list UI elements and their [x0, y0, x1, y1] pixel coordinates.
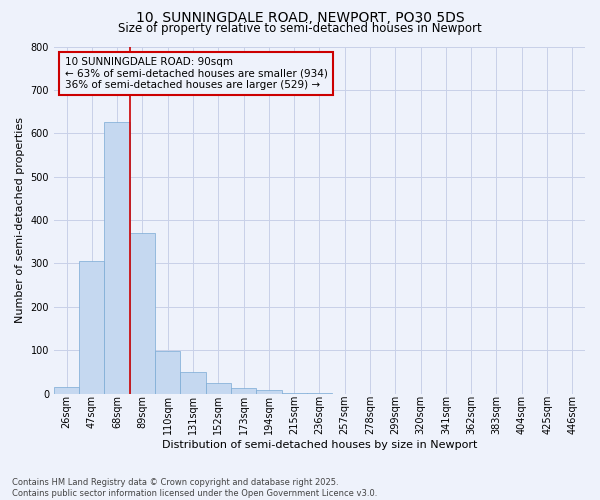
Bar — [181, 372, 206, 394]
Text: 10, SUNNINGDALE ROAD, NEWPORT, PO30 5DS: 10, SUNNINGDALE ROAD, NEWPORT, PO30 5DS — [136, 11, 464, 25]
Bar — [104, 122, 130, 394]
Bar — [231, 388, 256, 394]
Bar — [79, 261, 104, 394]
Bar — [281, 392, 307, 394]
Bar — [206, 382, 231, 394]
Bar — [54, 387, 79, 394]
Bar — [155, 352, 181, 394]
Y-axis label: Number of semi-detached properties: Number of semi-detached properties — [15, 117, 25, 323]
Text: 10 SUNNINGDALE ROAD: 90sqm
← 63% of semi-detached houses are smaller (934)
36% o: 10 SUNNINGDALE ROAD: 90sqm ← 63% of semi… — [65, 57, 328, 90]
X-axis label: Distribution of semi-detached houses by size in Newport: Distribution of semi-detached houses by … — [162, 440, 477, 450]
Bar — [256, 390, 281, 394]
Bar — [130, 233, 155, 394]
Text: Contains HM Land Registry data © Crown copyright and database right 2025.
Contai: Contains HM Land Registry data © Crown c… — [12, 478, 377, 498]
Text: Size of property relative to semi-detached houses in Newport: Size of property relative to semi-detach… — [118, 22, 482, 35]
